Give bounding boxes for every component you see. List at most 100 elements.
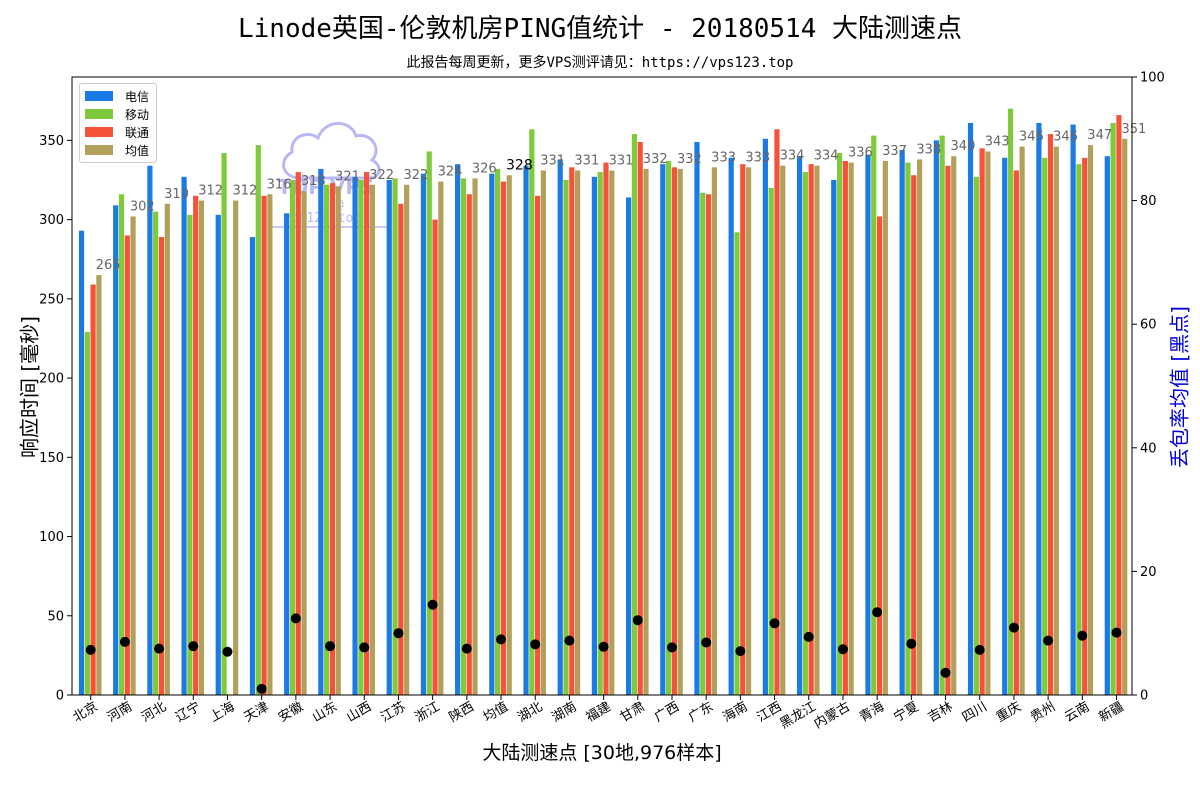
loss-dot-1 [119, 636, 130, 647]
legend-swatch-yidong [85, 109, 113, 119]
loss-dot-24 [906, 638, 917, 649]
x-tick-label-7: 山东 [310, 699, 340, 725]
bar-2-30 [1116, 115, 1122, 695]
avg-label-9: 322 [403, 168, 428, 183]
avg-label-24: 338 [916, 142, 941, 157]
bar-series-group [78, 108, 1128, 696]
bar-0-17 [660, 164, 666, 695]
x-tick-label-1: 河南 [104, 699, 135, 726]
bar-1-24 [905, 162, 911, 695]
bar-3-16 [643, 168, 649, 695]
bar-3-23 [882, 160, 888, 696]
bar-2-25 [945, 165, 951, 696]
bar-3-9 [404, 184, 410, 695]
avg-label-8: 322 [369, 168, 394, 183]
bar-3-24 [916, 159, 923, 695]
x-tick-label-27: 重庆 [993, 699, 1024, 726]
bar-3-12 [506, 175, 512, 695]
loss-dot-21 [803, 631, 814, 642]
bar-3-18 [711, 167, 717, 695]
bar-1-6 [289, 180, 296, 695]
loss-dot-15 [598, 641, 609, 652]
legend-label-yidong: 移动 [125, 107, 150, 122]
bar-3-11 [472, 178, 478, 696]
avg-label-28: 346 [1053, 130, 1078, 145]
bar-2-18 [705, 194, 712, 695]
legend-entry-yidong: 移动 [85, 105, 149, 123]
bar-0-2 [147, 165, 153, 696]
bar-2-20 [774, 129, 780, 696]
x-tick-label-24: 宁夏 [891, 699, 922, 726]
avg-label-19: 333 [745, 150, 770, 165]
avg-label-23: 337 [882, 144, 907, 159]
loss-dot-6 [290, 613, 301, 624]
bar-1-28 [1042, 157, 1048, 695]
avg-label-26: 343 [985, 134, 1010, 149]
x-tick-label-6: 安徽 [276, 699, 306, 725]
bar-1-17 [665, 160, 672, 696]
loss-dot-0 [85, 644, 96, 655]
bar-0-26 [967, 122, 974, 695]
x-tick-label-18: 广东 [686, 699, 716, 725]
y-tick-label-350: 350 [39, 134, 64, 149]
avg-label-21: 334 [814, 149, 839, 164]
bar-2-28 [1047, 134, 1054, 696]
bar-2-12 [500, 181, 507, 695]
bar-0-29 [1070, 124, 1076, 696]
legend-swatch-junzhi [85, 145, 113, 155]
y-tick-label-300: 300 [39, 213, 64, 228]
x-tick-label-10: 浙江 [413, 699, 443, 725]
y-tick-label-200: 200 [39, 372, 64, 387]
bar-2-5 [261, 195, 267, 695]
bar-0-18 [694, 141, 700, 696]
x-tick-label-12: 均值 [480, 699, 511, 726]
chart-title: Linode英国-伦敦机房PING值统计 - 20180514 大陆测速点 [237, 14, 963, 44]
bar-0-13 [523, 165, 529, 696]
avg-label-4: 312 [232, 184, 257, 199]
bar-2-22 [842, 160, 848, 696]
bar-2-11 [466, 194, 472, 695]
y2-tick-label-20: 20 [1140, 565, 1157, 580]
legend-label-dianxin: 电信 [125, 89, 150, 104]
avg-label-25: 340 [951, 139, 976, 154]
bar-0-24 [899, 149, 905, 695]
bar-1-13 [529, 129, 535, 696]
bar-1-9 [392, 178, 398, 696]
y-axis-label: 响应时间 [毫秒] [17, 316, 42, 458]
bar-3-2 [164, 203, 170, 695]
y-tick-label-150: 150 [39, 451, 64, 466]
bar-0-22 [831, 180, 837, 695]
y2-axis-label: 丢包率均值 [黑点] [1167, 306, 1192, 468]
loss-dot-4 [222, 646, 233, 657]
avg-label-30: 351 [1122, 122, 1147, 137]
legend-entry-dianxin: 电信 [85, 87, 149, 105]
loss-dot-25 [940, 667, 951, 678]
avg-label-20: 334 [780, 149, 805, 164]
bar-1-15 [597, 172, 603, 695]
bar-1-8 [358, 180, 364, 695]
avg-label-1: 302 [130, 199, 155, 214]
bar-3-13 [540, 170, 547, 696]
bar-3-30 [1122, 138, 1128, 696]
bar-3-10 [438, 181, 444, 695]
bar-3-14 [575, 170, 581, 696]
x-tick-label-14: 湖南 [549, 699, 580, 726]
bar-2-24 [911, 175, 917, 695]
avg-label-0: 265 [96, 258, 121, 273]
bar-2-14 [569, 167, 575, 695]
bar-2-29 [1082, 157, 1088, 695]
legend-entry-junzhi: 均值 [85, 141, 149, 159]
plot-frame [71, 76, 1133, 696]
bar-0-0 [78, 230, 85, 695]
bar-0-6 [284, 213, 290, 695]
bar-0-21 [796, 156, 803, 696]
x-tick-label-2: 河北 [139, 699, 169, 725]
x-tick-label-0: 北京 [71, 699, 101, 725]
bar-0-5 [249, 237, 256, 696]
avg-label-27: 346 [1019, 130, 1044, 145]
bar-2-7 [329, 183, 336, 696]
bar-0-28 [1036, 122, 1042, 695]
bar-0-19 [728, 157, 734, 695]
bar-1-14 [563, 180, 569, 695]
bar-2-21 [808, 164, 814, 695]
